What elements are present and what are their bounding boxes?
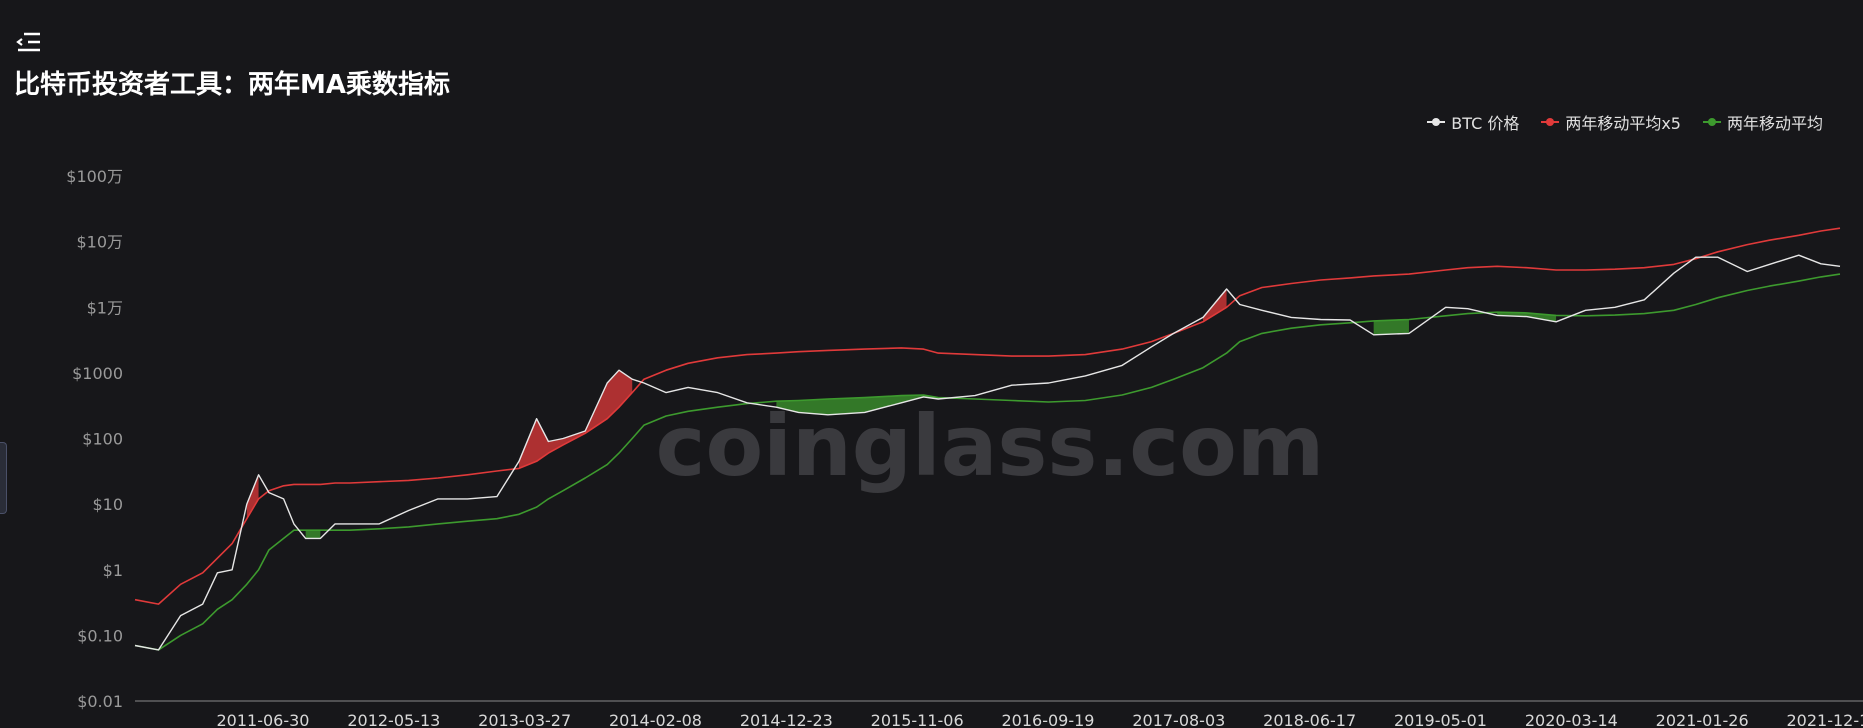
y-tick-label: $100 — [82, 430, 123, 449]
x-tick-label: 2016-09-19 — [1002, 711, 1095, 728]
legend-item-btc-price[interactable]: BTC 价格 — [1427, 110, 1519, 134]
undervalued-zone — [1373, 319, 1409, 335]
chart-lines — [134, 227, 1841, 651]
y-tick-label: $10 — [92, 495, 123, 514]
menu-toggle-icon[interactable] — [14, 30, 42, 54]
y-tick-label: $1 — [103, 561, 123, 580]
legend-swatch-btc-price — [1427, 118, 1446, 126]
page-title: 比特币投资者工具：两年MA乘数指标 — [14, 70, 450, 100]
legend-item-ma-x5[interactable]: 两年移动平均x5 — [1541, 110, 1681, 134]
undervalued-zone — [305, 530, 321, 539]
legend-label-ma: 两年移动平均 — [1726, 114, 1823, 133]
legend-label-btc-price: BTC 价格 — [1451, 114, 1520, 133]
x-axis-ticks: 2011-06-30 2012-05-13 2013-03-27 2014-02-08… — [217, 711, 1863, 728]
x-tick-label: 2020-03-14 — [1525, 711, 1618, 728]
x-tick-label: 2015-11-06 — [871, 711, 964, 728]
x-tick-label: 2021-12-10 — [1787, 711, 1863, 728]
side-panel-handle[interactable] — [0, 442, 7, 514]
x-tick-label: 2021-01-26 — [1656, 711, 1749, 728]
overheat-zone — [246, 474, 259, 519]
x-tick-label: 2017-08-03 — [1132, 711, 1225, 728]
y-tick-label: $100万 — [66, 167, 123, 186]
x-tick-label: 2012-05-13 — [347, 711, 440, 728]
legend-swatch-ma-x5 — [1541, 118, 1560, 126]
y-tick-label: $0.10 — [77, 626, 123, 645]
overheat-zone — [518, 370, 633, 469]
ma-line — [134, 273, 1841, 651]
legend-label-ma-x5: 两年移动平均x5 — [1565, 114, 1681, 133]
x-tick-label: 2014-02-08 — [609, 711, 702, 728]
x-tick-label: 2013-03-27 — [478, 711, 571, 728]
y-tick-label: $10万 — [76, 233, 123, 252]
y-tick-label: $1000 — [72, 364, 123, 383]
y-axis-ticks: $100万 $10万 $1万 $1000 $100 $10 $1 $0.10 $0.01 — [66, 167, 123, 711]
y-tick-label: $1万 — [87, 298, 123, 317]
legend-item-ma[interactable]: 两年移动平均 — [1702, 110, 1823, 134]
watermark: coinglass.com — [656, 397, 1325, 495]
btc-price-line — [134, 254, 1841, 651]
y-tick-label: $0.01 — [77, 692, 123, 711]
x-tick-label: 2019-05-01 — [1394, 711, 1487, 728]
legend-swatch-ma — [1702, 118, 1721, 126]
x-tick-label: 2018-06-17 — [1263, 711, 1356, 728]
chart-legend: BTC 价格 两年移动平均x5 两年移动平均 — [1427, 110, 1823, 134]
x-tick-label: 2011-06-30 — [217, 711, 310, 728]
x-tick-label: 2014-12-23 — [740, 711, 833, 728]
ma-x5-line — [134, 227, 1841, 605]
